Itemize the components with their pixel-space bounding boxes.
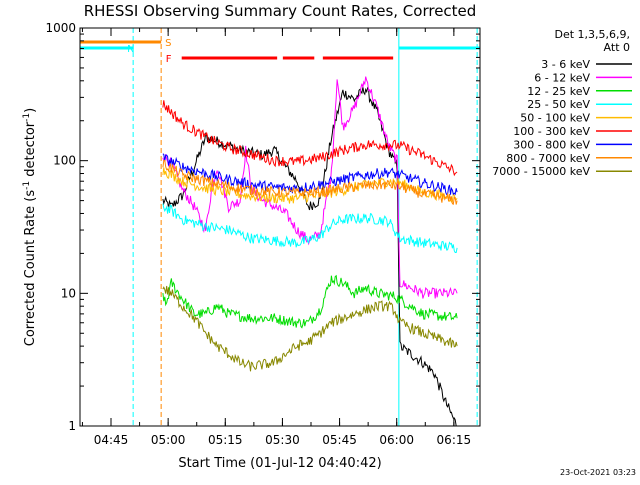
- series-line-8: [162, 285, 458, 372]
- y-tick-label-0: 1: [68, 419, 76, 433]
- legend-header-line-2: Att 0: [604, 41, 630, 54]
- state-flags: S N F: [80, 38, 480, 65]
- legend-label-5: 100 - 300 keV: [513, 125, 590, 138]
- legend-label-0: 3 - 6 keV: [541, 58, 590, 71]
- chart-title: RHESSI Observing Summary Count Rates, Co…: [84, 2, 477, 20]
- legend-label-6: 300 - 800 keV: [513, 138, 590, 151]
- legend-label-8: 7000 - 15000 keV: [492, 165, 590, 178]
- x-tick-label-5: 06:00: [379, 433, 414, 447]
- footer-date: 23-Oct-2021 03:23: [560, 468, 636, 477]
- series-line-0: [162, 86, 458, 427]
- legend-label-2: 12 - 25 keV: [527, 85, 590, 98]
- x-tick-label-6: 06:15: [437, 433, 472, 447]
- legend-label-1: 6 - 12 keV: [534, 71, 590, 84]
- flag-F-label: F: [166, 54, 172, 65]
- series-line-2: [162, 274, 458, 329]
- y-axis-label: Corrected Count Rate (s-1 detector-1): [22, 108, 38, 346]
- axes: 04:45 05:00 05:15 05:30 05:45 06:00 06:15 1 10 10…: [45, 21, 480, 447]
- y-tick-label-1: 10: [61, 286, 76, 300]
- series-line-3: [162, 203, 458, 253]
- x-axis-label: Start Time (01-Jul-12 04:40:42): [178, 456, 381, 471]
- x-tick-label-1: 05:00: [151, 433, 186, 447]
- x-tick-label-2: 05:15: [208, 433, 243, 447]
- flag-S-label: S: [165, 38, 171, 49]
- vertical-markers: [79, 28, 478, 426]
- legend-label-3: 25 - 50 keV: [527, 98, 590, 111]
- y-tick-label-3: 1000: [45, 21, 76, 35]
- legend-label-7: 800 - 7000 keV: [506, 152, 590, 165]
- x-tick-label-0: 04:45: [94, 433, 129, 447]
- x-tick-label-3: 05:30: [265, 433, 300, 447]
- legend-header-line-1: Det 1,3,5,6,9,: [554, 28, 630, 41]
- x-tick-label-4: 05:45: [322, 433, 357, 447]
- series-lines: [162, 76, 458, 427]
- series-line-6: [162, 153, 458, 196]
- series-line-5: [162, 100, 458, 177]
- y-tick-label-2: 100: [53, 154, 76, 168]
- legend-label-4: 50 - 100 keV: [520, 112, 590, 125]
- series-line-7: [162, 159, 458, 205]
- plot-frame: [79, 27, 481, 427]
- flag-N-label: N: [127, 44, 134, 55]
